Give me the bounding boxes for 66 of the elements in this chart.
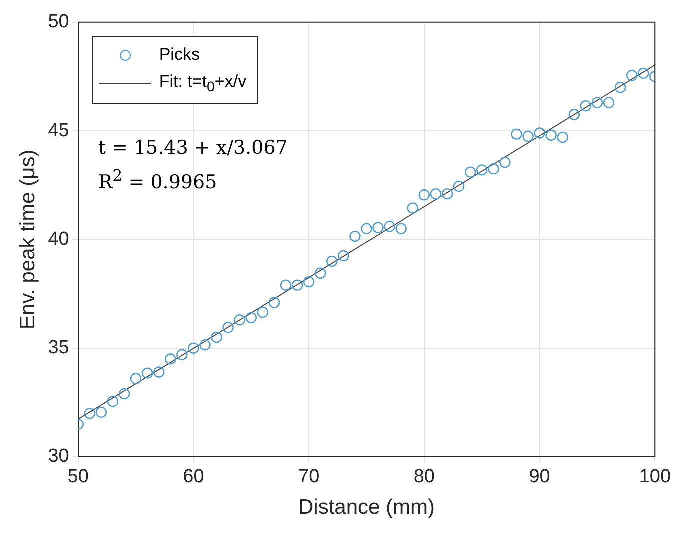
point [118,388,130,400]
x-tick-label: 90 [529,466,550,488]
point [500,156,511,168]
point [592,97,604,108]
point [130,373,142,384]
point [442,188,454,200]
point [350,230,361,242]
point [188,342,200,354]
y-tick-label: 50 [48,12,70,33]
point [557,132,568,144]
point [396,223,407,234]
legend-label: Fit: t=t$_{0}$+x/v [159,72,247,96]
point [107,396,119,408]
point [165,354,176,365]
point [246,312,257,324]
y-tick-label: 40 [48,228,70,250]
point [280,280,292,291]
x-tick-label: 100 [639,466,671,488]
point [614,82,626,94]
point [96,406,108,418]
point [153,366,165,378]
point [372,222,384,234]
point [234,314,246,326]
y-tick-label: 35 [48,338,70,359]
point [453,180,465,192]
x-tick-label: 60 [183,466,204,488]
point [568,109,580,120]
point [222,322,234,334]
point [292,280,304,291]
x-tick-label: 50 [68,466,89,488]
x-tick-label: 80 [414,466,435,488]
annotation: t = 15.43 + x/3.067 [98,136,288,162]
point [511,128,522,140]
point [384,221,396,232]
point [338,250,350,262]
point [476,164,488,176]
point [211,332,222,344]
legend-label: Picks [159,45,200,66]
annotation: R$^{2}$ = 0.9965 [98,165,218,196]
y-tick-label: 45 [48,120,70,142]
point [522,130,534,142]
point [84,408,96,420]
x-axis-title: Distance (mm) [298,496,435,520]
point [303,276,315,288]
point [488,163,500,175]
point [626,70,638,82]
x-tick-label: 70 [298,466,320,488]
point [142,368,154,379]
point [580,100,592,112]
point [326,256,338,268]
point [361,223,372,234]
point [638,68,650,80]
point [464,166,476,178]
y-tick-label: 30 [48,446,70,468]
point [257,306,269,318]
point [200,339,211,351]
point [407,202,418,214]
point [546,130,557,141]
point [603,97,615,108]
point [314,268,326,279]
y-axis-title: Env. peak time (μs) [16,150,40,330]
point [176,349,188,360]
point [418,190,430,201]
point [534,128,546,139]
point [268,297,280,308]
point [430,188,442,200]
